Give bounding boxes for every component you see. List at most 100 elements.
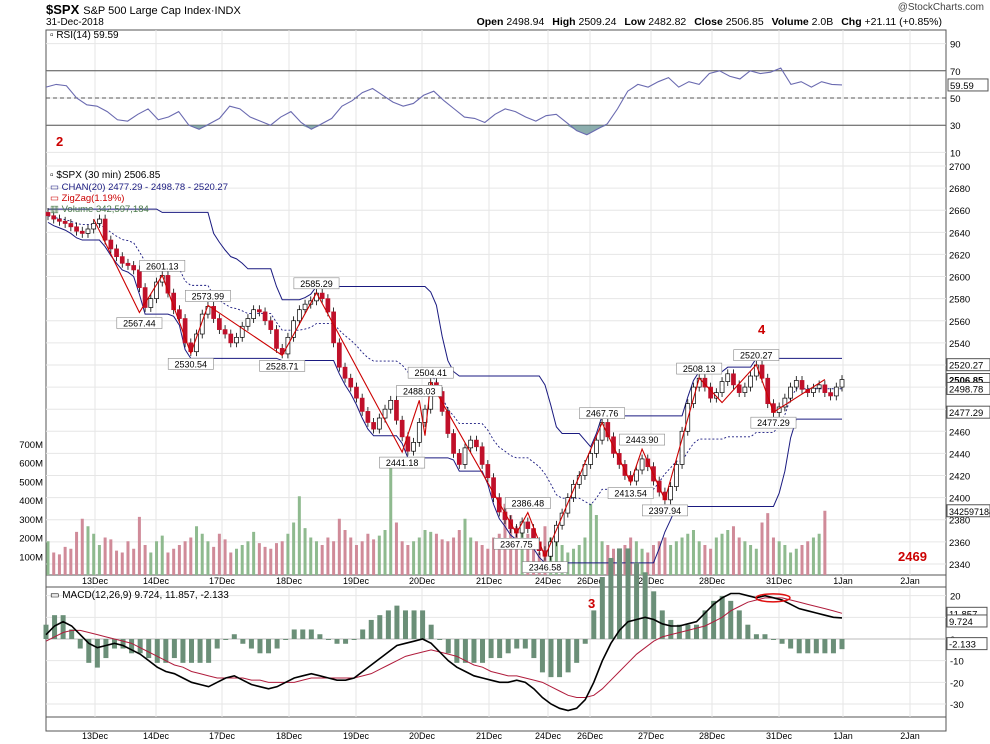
volume-bar: [132, 548, 136, 575]
exchange: INDX: [214, 5, 241, 17]
volume-bar: [269, 548, 273, 575]
price-tick-label: 2620: [949, 250, 970, 261]
candle-body: [468, 439, 474, 449]
macd-histogram-bar: [103, 639, 109, 659]
candle-body: [211, 306, 217, 319]
chg-value: +21.11 (+0.85%): [864, 16, 942, 28]
volume-bar: [160, 535, 164, 575]
candle-body: [725, 373, 731, 382]
rsi-legend: ▫ RSI(14) 59.59: [50, 30, 119, 41]
candle-body: [416, 422, 422, 443]
channel-lower-line: [47, 221, 842, 564]
volume-bar: [177, 545, 181, 575]
macd-histogram-bar: [163, 639, 169, 663]
volume-bar: [400, 541, 404, 575]
macd-tick-label: -20: [950, 678, 964, 689]
volume-last-box: [946, 504, 990, 518]
macd-histogram-bar: [796, 639, 802, 654]
price-tick-label: 2360: [949, 538, 970, 549]
candle-body: [565, 497, 571, 514]
candle-body: [405, 436, 411, 452]
x-tick-label-bottom: 13Dec: [82, 731, 109, 741]
volume-bar: [80, 518, 84, 575]
zigzag-label-box: [493, 537, 540, 550]
volume-bar: [697, 541, 701, 575]
ohlc-summary: Open 2498.94 High 2509.24 Low 2482.82 Cl…: [472, 16, 942, 28]
x-tick-label-bottom: 24Dec: [535, 731, 562, 741]
volume-bar: [789, 552, 793, 575]
price-tick-label: 2560: [949, 317, 970, 328]
volume-bar: [183, 541, 187, 575]
high-label: High: [552, 16, 576, 28]
macd-hist-label: -2.133: [949, 640, 976, 651]
zigzag-label: 2520.27: [740, 351, 773, 361]
macd-histogram-bar: [599, 577, 605, 639]
volume-bar: [429, 531, 433, 575]
zigzag-label: 2488.03: [403, 386, 436, 396]
macd-histogram-bar: [180, 639, 186, 663]
macd-histogram-bar: [668, 619, 674, 639]
volume-bar: [246, 541, 250, 575]
candle-body: [388, 399, 394, 410]
candle-body: [217, 318, 222, 330]
volume-bar: [423, 530, 427, 575]
zigzag-label: 2477.29: [757, 418, 790, 428]
candle-body: [177, 309, 182, 319]
macd-histogram-bar: [257, 639, 263, 654]
macd-histogram-bar: [223, 639, 229, 640]
candle-body: [114, 248, 119, 257]
candle-body: [382, 408, 388, 419]
rsi-tick-label: 70: [950, 67, 961, 78]
candle-body: [336, 342, 342, 368]
candle-body: [559, 512, 565, 526]
candle-body: [748, 375, 753, 388]
zigzag-label: 2367.75: [500, 539, 533, 549]
macd-histogram-bar: [146, 639, 152, 659]
volume-bar: [771, 537, 775, 575]
volume-value: 2.0B: [811, 16, 834, 28]
candle-body: [679, 430, 685, 465]
price-tick-label: 2680: [949, 184, 970, 195]
volume-bar: [200, 533, 204, 575]
volume-bar: [469, 537, 473, 575]
candle-body: [102, 218, 108, 241]
volume-bar: [389, 458, 393, 575]
rsi-last-box: [947, 78, 989, 92]
macd-histogram-bar: [334, 639, 340, 644]
volume-bar: [651, 545, 655, 575]
macd-histogram-bar: [214, 639, 220, 649]
macd-legend: ▭ MACD(12,26,9) 9.724, 11.857, -2.133: [50, 590, 229, 601]
candle-body: [302, 303, 308, 311]
candle-body: [788, 386, 793, 399]
candle-body: [759, 364, 765, 379]
x-tick-label-bottom: 28Dec: [699, 731, 726, 741]
macd-signal-line: [45, 597, 843, 698]
candle-body: [736, 384, 742, 393]
macd-histogram-bar: [231, 634, 237, 639]
candle-body: [582, 464, 588, 476]
zigzag-label: 2585.29: [300, 279, 333, 289]
volume-bar: [754, 548, 758, 575]
price-tick-label: 2580: [949, 295, 970, 306]
macd-histogram-bar: [248, 639, 254, 649]
candle-body: [142, 287, 148, 308]
volume-bar: [474, 541, 478, 575]
macd-histogram-bar: [480, 639, 486, 663]
volume-bar: [623, 545, 627, 575]
x-tick-label: 19Dec: [343, 576, 370, 586]
volume-bar: [583, 537, 587, 575]
channel-upper-label: 2520.27: [949, 361, 983, 372]
volume-bar: [280, 541, 284, 575]
price-legend: ▫ $SPX (30 min) 2506.85: [50, 170, 161, 181]
price-tick-label: 2600: [949, 273, 970, 284]
macd-histogram-bar: [266, 639, 272, 654]
candle-body: [811, 387, 816, 393]
volume-bar: [109, 539, 113, 575]
x-tick-label-bottom: 2Jan: [900, 731, 920, 741]
candle-body: [673, 464, 679, 487]
zigzag-label: 2508.13: [683, 364, 716, 374]
volume-bar: [309, 537, 313, 575]
macd-histogram-bar: [830, 639, 836, 654]
macd-histogram-bar: [659, 610, 665, 639]
candle-body: [365, 411, 371, 423]
